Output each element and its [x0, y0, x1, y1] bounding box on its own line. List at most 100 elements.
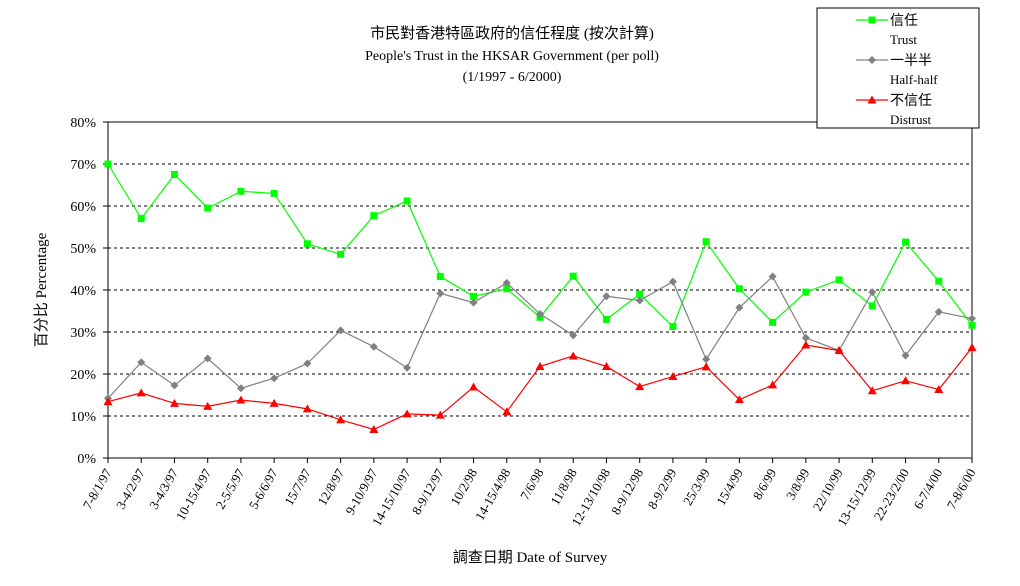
data-point-half-half	[668, 277, 677, 286]
x-tick-label: 5-6/6/97	[246, 466, 281, 512]
data-point-distrust	[701, 362, 711, 371]
x-axis: 7-8/1/973-4/2/973-4/3/9710-15/4/972-5/5/…	[80, 458, 979, 529]
legend-box	[816, 7, 980, 129]
data-point-trust	[170, 171, 178, 178]
data-point-trust	[835, 276, 843, 284]
data-point-half-half	[137, 358, 146, 367]
series-trust	[104, 160, 976, 331]
data-point-trust	[902, 238, 910, 246]
y-tick-label: 80%	[70, 116, 96, 131]
data-point-distrust	[768, 380, 778, 389]
data-point-half-half	[203, 354, 212, 363]
data-point-distrust	[502, 407, 512, 416]
x-tick-label: 3-4/3/97	[146, 466, 181, 512]
chart-title: 市民對香港特區政府的信任程度 (按次計算)	[370, 24, 654, 42]
data-point-trust	[802, 288, 810, 296]
x-tick-label: 11/8/98	[547, 466, 580, 507]
x-tick-label: 8-9/12/97	[409, 466, 448, 518]
data-point-trust	[270, 189, 278, 197]
data-point-trust	[204, 204, 212, 212]
data-point-distrust	[601, 361, 611, 370]
data-point-trust	[602, 315, 610, 323]
data-point-distrust	[801, 340, 811, 349]
y-tick-label: 60%	[70, 200, 96, 215]
x-tick-label: 7/6/98	[517, 466, 547, 502]
legend-item-half-half: 一半半 Half-half	[856, 53, 938, 87]
y-tick-label: 10%	[70, 410, 96, 425]
y-tick-label: 20%	[70, 368, 96, 383]
legend-label-en: Distrust	[890, 112, 932, 127]
data-point-half-half	[436, 289, 445, 298]
data-point-distrust	[103, 397, 113, 406]
data-point-distrust	[302, 404, 312, 413]
data-point-distrust	[635, 382, 645, 391]
legend-item-distrust: 不信任 Distrust	[856, 93, 932, 127]
series-distrust	[103, 340, 977, 433]
data-point-distrust	[369, 424, 379, 433]
data-point-half-half	[336, 326, 345, 335]
data-point-distrust	[336, 415, 346, 424]
data-point-trust	[935, 277, 943, 285]
data-point-trust	[237, 187, 245, 195]
x-tick-label: 7-8/6/00	[944, 466, 979, 512]
x-tick-label: 7-8/1/97	[80, 466, 115, 512]
data-point-distrust	[236, 395, 246, 404]
data-point-distrust	[734, 395, 744, 404]
data-point-trust	[669, 323, 677, 331]
data-point-half-half	[469, 298, 478, 307]
data-point-trust	[137, 215, 145, 223]
data-point-distrust	[668, 372, 678, 381]
legend-swatch-marker	[868, 16, 876, 24]
data-point-half-half	[801, 333, 810, 342]
y-axis: 0% 10% 20% 30% 40% 50% 60% 70% 80%	[70, 116, 108, 467]
data-point-distrust	[568, 351, 578, 360]
y-tick-label: 40%	[70, 284, 96, 299]
data-point-half-half	[968, 314, 976, 323]
legend: 信任 Trust 一半半 Half-half 不信任 Distrust	[816, 7, 980, 129]
series-half-half	[104, 272, 976, 403]
data-point-half-half	[569, 331, 578, 340]
x-tick-label: 15/7/97	[281, 466, 314, 508]
x-tick-label: 2-5/5/97	[212, 466, 247, 512]
series-line-half-half	[107, 275, 973, 399]
data-point-half-half	[934, 307, 943, 316]
series-line-distrust	[107, 344, 973, 431]
data-point-distrust	[967, 343, 977, 352]
y-tick-label: 30%	[70, 326, 96, 341]
x-tick-label: 12/8/97	[314, 466, 347, 508]
y-axis-label: 百分比 Percentage	[33, 232, 50, 347]
x-tick-label: 3-4/2/97	[113, 466, 148, 512]
x-tick-label: 8-9/12/98	[608, 466, 646, 517]
chart-subtitle: People's Trust in the HKSAR Government (…	[365, 49, 659, 64]
data-point-distrust	[269, 398, 279, 407]
data-point-distrust	[934, 385, 944, 394]
data-point-trust	[104, 160, 112, 168]
x-tick-label: 10/2/98	[447, 466, 480, 508]
data-point-half-half	[702, 355, 711, 364]
data-point-trust	[702, 238, 710, 246]
data-point-trust	[636, 290, 644, 298]
legend-label-zh: 信任	[890, 13, 918, 29]
data-point-distrust	[867, 386, 877, 395]
data-point-trust	[968, 321, 976, 329]
data-point-half-half	[303, 359, 312, 368]
data-point-half-half	[868, 288, 877, 297]
data-point-distrust	[136, 388, 146, 397]
y-tick-label: 0%	[77, 452, 96, 467]
y-tick-label: 70%	[70, 158, 96, 173]
x-tick-label: 8-9/2/99	[644, 466, 679, 512]
legend-label-en: Trust	[890, 32, 917, 47]
x-tick-label: 6-7/4/00	[910, 466, 945, 512]
legend-item-trust: 信任 Trust	[856, 13, 918, 47]
data-point-half-half	[768, 272, 777, 281]
data-point-half-half	[369, 342, 378, 351]
data-point-distrust	[535, 361, 545, 370]
data-point-half-half	[635, 296, 644, 305]
data-point-trust	[503, 285, 511, 293]
data-point-half-half	[502, 278, 511, 287]
x-tick-label: 8/6/99	[750, 466, 780, 502]
data-point-distrust	[402, 409, 412, 418]
data-point-half-half	[901, 351, 910, 360]
data-point-half-half	[270, 374, 279, 383]
x-axis-label: 調查日期 Date of Survey	[453, 549, 608, 566]
